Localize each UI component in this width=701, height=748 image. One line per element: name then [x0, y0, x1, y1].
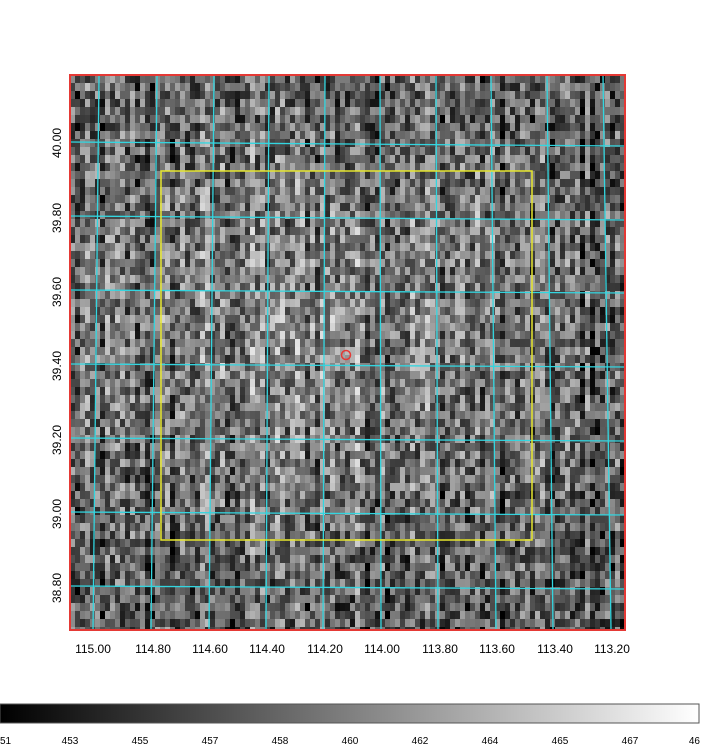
y-tick-label: 39.80 — [50, 203, 64, 233]
colorbar-tick-label: 465 — [552, 736, 569, 747]
y-tick-label: 39.00 — [50, 499, 64, 529]
colorbar-labels: 51 453 455 457 458 460 462 464 465 467 4… — [0, 736, 700, 747]
colorbar-tick-label: 455 — [132, 736, 149, 747]
x-tick-label: 114.80 — [135, 642, 171, 656]
colorbar-tick-label: 51 — [0, 736, 12, 747]
target-marker — [340, 349, 352, 361]
colorbar-tick-label: 467 — [622, 736, 639, 747]
y-tick-label: 40.00 — [50, 128, 64, 158]
colorbar-tick-label: 453 — [62, 736, 79, 747]
y-tick-label: 38.80 — [50, 573, 64, 603]
grayscale-image — [70, 75, 625, 630]
x-tick-label: 114.20 — [307, 642, 343, 656]
image-border — [69, 74, 626, 631]
region-box — [160, 170, 533, 541]
x-tick-label: 114.40 — [249, 642, 285, 656]
y-tick-label: 39.60 — [50, 277, 64, 307]
colorbar-tick-label: 458 — [272, 736, 289, 747]
colorbar-tick-label: 460 — [342, 736, 359, 747]
colorbar-tick-label: 457 — [202, 736, 219, 747]
colorbar-tick-label: 464 — [482, 736, 499, 747]
x-tick-label: 113.60 — [479, 642, 515, 656]
colorbar-tick-label: 46 — [689, 736, 701, 747]
y-axis-labels: 40.00 39.80 39.60 39.40 39.20 39.00 38.8… — [50, 128, 64, 603]
y-tick-label: 39.40 — [50, 351, 64, 381]
x-tick-label: 114.00 — [364, 642, 400, 656]
x-tick-label: 114.60 — [192, 642, 228, 656]
x-tick-label: 113.40 — [537, 642, 573, 656]
colorbar — [0, 703, 700, 724]
x-tick-label: 113.20 — [594, 642, 630, 656]
x-axis-labels: 115.00 114.80 114.60 114.40 114.20 114.0… — [75, 642, 630, 656]
x-tick-label: 113.80 — [422, 642, 458, 656]
colorbar-tick-label: 462 — [412, 736, 429, 747]
y-tick-label: 39.20 — [50, 425, 64, 455]
x-tick-label: 115.00 — [75, 642, 111, 656]
